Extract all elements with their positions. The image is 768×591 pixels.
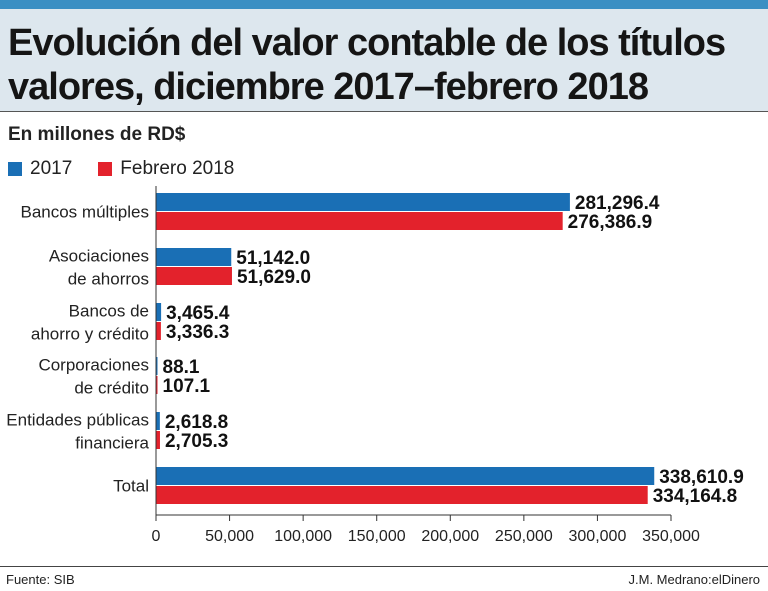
legend-item-febrero-2018: Febrero 2018: [98, 158, 234, 180]
bar-2017: [156, 467, 655, 485]
footer-divider: [0, 566, 768, 567]
data-label: 334,164.8: [653, 486, 738, 507]
legend: 2017 Febrero 2018: [8, 157, 260, 181]
x-tick-label: 350,000: [642, 528, 700, 545]
legend-label-febrero-2018: Febrero 2018: [120, 158, 235, 179]
x-tick-label: 250,000: [495, 528, 553, 545]
data-label: 3,465.4: [166, 303, 230, 324]
x-tick-label: 300,000: [569, 528, 627, 545]
bar-febrero-2018: [156, 431, 160, 449]
data-label: 3,336.3: [166, 322, 229, 343]
legend-swatch-febrero-2018: [98, 162, 113, 176]
top-accent-bar: [0, 0, 768, 9]
data-label: 51,629.0: [237, 267, 311, 288]
category-label: Entidades públicas financiera: [6, 411, 149, 453]
credit-note: J.M. Medrano:elDinero: [628, 572, 761, 587]
title-band: Evolución del valor contable de los títu…: [0, 9, 768, 112]
legend-label-2017: 2017: [30, 158, 73, 179]
x-tick-label: 200,000: [421, 528, 479, 545]
bar-2017: [156, 412, 160, 430]
category-label: Bancos múltiples: [20, 203, 149, 222]
data-label: 2,705.3: [165, 431, 228, 452]
data-label: 51,142.0: [236, 248, 310, 269]
bar-2017: [156, 248, 232, 266]
data-label: 88.1: [163, 357, 200, 378]
data-label: 107.1: [163, 376, 211, 397]
bar-febrero-2018: [156, 267, 232, 285]
x-tick-label: 50,000: [205, 528, 254, 545]
bar-febrero-2018: [156, 322, 161, 340]
units-subtitle: En millones de RD$: [8, 124, 186, 145]
data-label: 281,296.4: [575, 193, 660, 214]
chart-title: Evolución del valor contable de los títu…: [8, 21, 760, 109]
x-tick-label: 100,000: [274, 528, 332, 545]
category-label: Asociaciones de ahorros: [49, 247, 149, 289]
category-label: Corporaciones de crédito: [38, 356, 149, 398]
bar-febrero-2018: [156, 212, 563, 230]
bar-2017: [156, 193, 570, 211]
data-label: 338,610.9: [659, 467, 744, 488]
data-label: 276,386.9: [568, 212, 653, 233]
chart-title-line-1: Evolución del valor contable de los títu…: [8, 22, 726, 64]
bar-febrero-2018: [156, 376, 158, 394]
bar-2017: [156, 357, 158, 375]
bar-2017: [156, 303, 162, 321]
chart-title-line-2: valores, diciembre 2017–febrero 2018: [8, 66, 649, 108]
category-label: Bancos de ahorro y crédito: [31, 302, 149, 344]
source-note: Fuente: SIB: [6, 572, 75, 587]
legend-item-2017: 2017: [8, 158, 72, 180]
data-label: 2,618.8: [165, 412, 228, 433]
x-tick-label: 150,000: [348, 528, 406, 545]
x-tick-label: 0: [152, 528, 161, 545]
bar-febrero-2018: [156, 486, 648, 504]
category-label: Total: [113, 477, 149, 496]
legend-swatch-2017: [8, 162, 22, 176]
